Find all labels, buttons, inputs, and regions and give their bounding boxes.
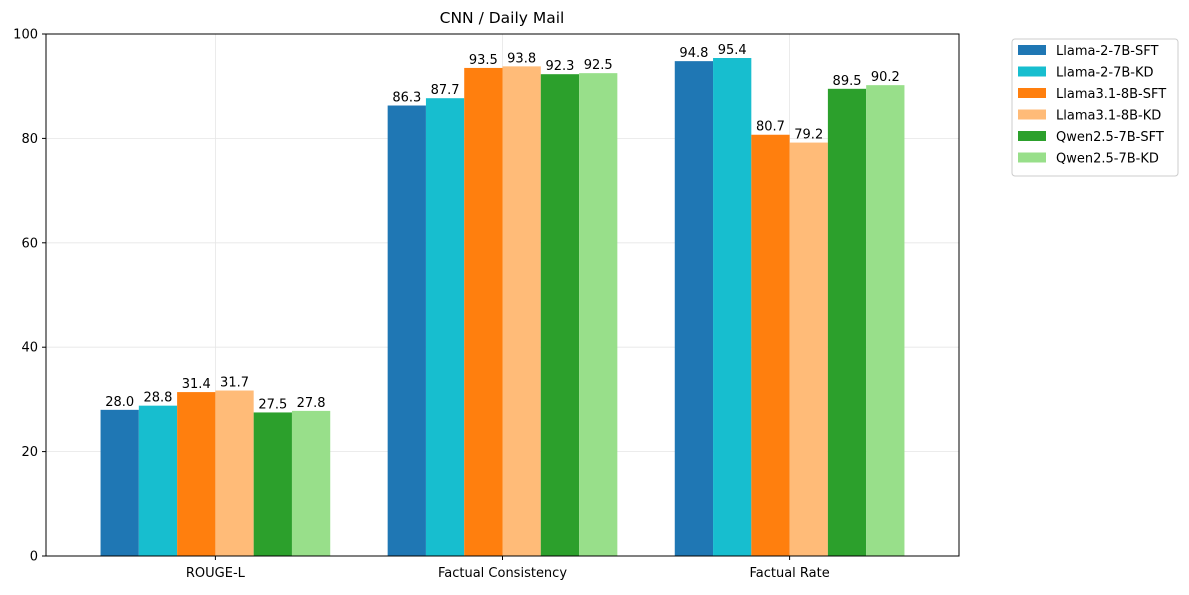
x-tick-label: Factual Rate bbox=[749, 566, 829, 581]
bar bbox=[827, 88, 867, 556]
chart-title: CNN / Daily Mail bbox=[440, 9, 565, 27]
bar-labels-layer: 28.0 86.3 94.8 28.8 87.7 95.4 31.4 93.5 80.7 31.7… bbox=[105, 43, 900, 412]
bar-value-label: 86.3 bbox=[392, 91, 421, 106]
bar bbox=[579, 73, 618, 557]
bar-value-label: 93.5 bbox=[469, 53, 498, 68]
bar bbox=[215, 390, 254, 556]
legend-swatch bbox=[1018, 109, 1046, 120]
y-tick-label: 0 bbox=[30, 550, 38, 565]
y-tick-label: 100 bbox=[13, 28, 38, 43]
bar-value-label: 87.7 bbox=[431, 83, 460, 98]
bar-value-label: 27.5 bbox=[258, 397, 287, 412]
bar-value-label: 27.8 bbox=[297, 396, 326, 411]
axis-layer: 0 20 40 60 80 100 ROUGE-L Factual Consistency Fa… bbox=[13, 28, 830, 582]
bar-value-label: 80.7 bbox=[756, 120, 785, 135]
bars-layer bbox=[100, 58, 905, 557]
x-tick-label: ROUGE-L bbox=[186, 566, 246, 581]
bar-value-label: 28.0 bbox=[105, 395, 134, 410]
legend-label: Qwen2.5-7B-KD bbox=[1056, 152, 1159, 167]
legend-label: Llama-2-7B-SFT bbox=[1056, 44, 1158, 59]
y-tick-label: 60 bbox=[21, 236, 38, 251]
bar bbox=[866, 85, 905, 556]
bar bbox=[425, 98, 465, 557]
bar bbox=[502, 66, 541, 556]
bar-value-label: 94.8 bbox=[679, 46, 708, 61]
bar bbox=[540, 74, 580, 556]
bar-value-label: 79.2 bbox=[794, 128, 823, 143]
bar bbox=[291, 410, 331, 556]
bar-value-label: 31.7 bbox=[220, 376, 249, 391]
legend: Llama-2-7B-SFT Llama-2-7B-KD Llama3.1-8B-S… bbox=[1011, 38, 1179, 177]
y-tick-label: 80 bbox=[21, 132, 38, 147]
bar bbox=[751, 134, 790, 556]
legend-swatch bbox=[1018, 88, 1046, 98]
legend-label: Qwen2.5-7B-SFT bbox=[1056, 130, 1164, 145]
bar-value-label: 92.3 bbox=[545, 59, 574, 74]
y-tick-label: 20 bbox=[21, 445, 38, 460]
bar bbox=[674, 61, 714, 556]
bar bbox=[138, 405, 178, 556]
legend-swatch bbox=[1018, 66, 1046, 77]
legend-label: Llama-2-7B-KD bbox=[1056, 66, 1154, 81]
bar bbox=[177, 392, 216, 556]
y-tick-label: 40 bbox=[21, 341, 38, 356]
bar-value-label: 89.5 bbox=[833, 74, 862, 89]
bar-value-label: 28.8 bbox=[143, 391, 172, 406]
legend-label: Llama3.1-8B-SFT bbox=[1056, 87, 1166, 102]
bar-value-label: 92.5 bbox=[584, 58, 613, 73]
bar bbox=[713, 58, 752, 557]
bar-value-label: 95.4 bbox=[718, 43, 747, 58]
legend-swatch bbox=[1018, 131, 1046, 141]
bar bbox=[789, 142, 828, 557]
bar bbox=[387, 105, 426, 556]
bar-value-label: 90.2 bbox=[871, 70, 900, 85]
legend-frame bbox=[1011, 38, 1179, 177]
x-tick-label: Factual Consistency bbox=[438, 566, 567, 581]
bar-value-label: 31.4 bbox=[182, 377, 211, 392]
bar bbox=[464, 67, 503, 557]
legend-swatch bbox=[1018, 45, 1046, 55]
legend-swatch bbox=[1018, 152, 1046, 163]
bar bbox=[253, 412, 292, 556]
legend-label: Llama3.1-8B-KD bbox=[1056, 109, 1161, 124]
bar-value-label: 93.8 bbox=[507, 51, 536, 66]
bar bbox=[100, 409, 139, 556]
